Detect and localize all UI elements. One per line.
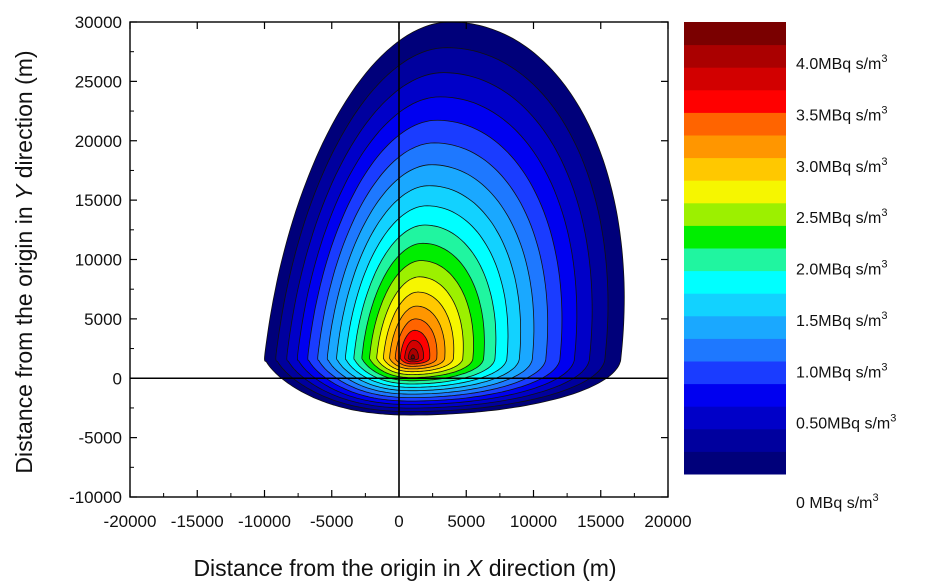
y-tick-label: -10000 [69,488,122,507]
colorbar-swatch [684,112,786,136]
colorbar-swatch [684,338,786,362]
x-tick-label: -5000 [310,512,353,531]
colorbar-swatch [684,180,786,204]
colorbar-label: 1.0MBq s/m3 [796,361,887,381]
contour-level-19 [410,354,415,360]
y-tick-label: 20000 [75,132,122,151]
y-tick-label: 30000 [75,13,122,32]
x-tick-label: -20000 [104,512,157,531]
x-axis-title: Distance from the origin in X direction … [193,555,616,581]
y-tick-label: 10000 [75,251,122,270]
colorbar-label: 4.0MBq s/m3 [796,53,887,73]
colorbar-label: 1.5MBq s/m3 [796,310,887,330]
contour-fill-layer [264,22,625,416]
colorbar-swatch [684,89,786,113]
y-axis-title: Distance from the origin in Y direction … [11,50,37,473]
colorbar-swatch [684,293,786,317]
colorbar-swatch [684,202,786,226]
plot-area: -20000 -15000 -10000 -5000 0 5000 10000 15000 20… [69,13,692,531]
colorbar-swatch [684,315,786,339]
colorbar-swatch [684,248,786,272]
colorbar-label: 2.0MBq s/m3 [796,259,887,279]
colorbar-swatch [684,22,786,46]
colorbar-swatch [684,135,786,159]
x-axis-ticks: -20000 -15000 -10000 -5000 0 5000 10000 15000 20… [104,22,692,531]
y-axis-ticks: -10000 -5000 0 5000 10000 15000 20000 25000 3000… [69,13,668,507]
colorbar-swatch [684,157,786,181]
y-tick-label: 5000 [84,310,122,329]
colorbar-label: 0 MBq s/m3 [796,492,879,512]
x-tick-label: -10000 [238,512,291,531]
colorbar-label: 3.5MBq s/m3 [796,104,887,124]
colorbar [684,22,786,475]
colorbar-swatch [684,361,786,385]
x-tick-label: 20000 [644,512,691,531]
colorbar-swatch [684,428,786,452]
y-tick-label: 15000 [75,191,122,210]
y-tick-label: 25000 [75,72,122,91]
colorbar-label: 2.5MBq s/m3 [796,207,887,227]
colorbar-label: 3.0MBq s/m3 [796,156,887,176]
x-tick-label: 15000 [577,512,624,531]
x-tick-label: 10000 [510,512,557,531]
colorbar-label: 0.50MBq s/m3 [796,413,896,433]
colorbar-swatch [684,270,786,294]
colorbar-swatch [684,225,786,249]
colorbar-swatch [684,451,786,475]
x-tick-label: 5000 [447,512,485,531]
colorbar-labels: 0 MBq s/m3 0.50MBq s/m3 1.0MBq s/m3 1.5MBq … [796,53,896,512]
x-tick-label: 0 [394,512,403,531]
y-tick-label: 0 [113,369,122,388]
x-tick-label: -15000 [171,512,224,531]
colorbar-swatch [684,44,786,68]
colorbar-swatch [684,383,786,407]
y-tick-label: -5000 [79,429,122,448]
colorbar-swatch [684,67,786,91]
colorbar-swatch [684,406,786,430]
